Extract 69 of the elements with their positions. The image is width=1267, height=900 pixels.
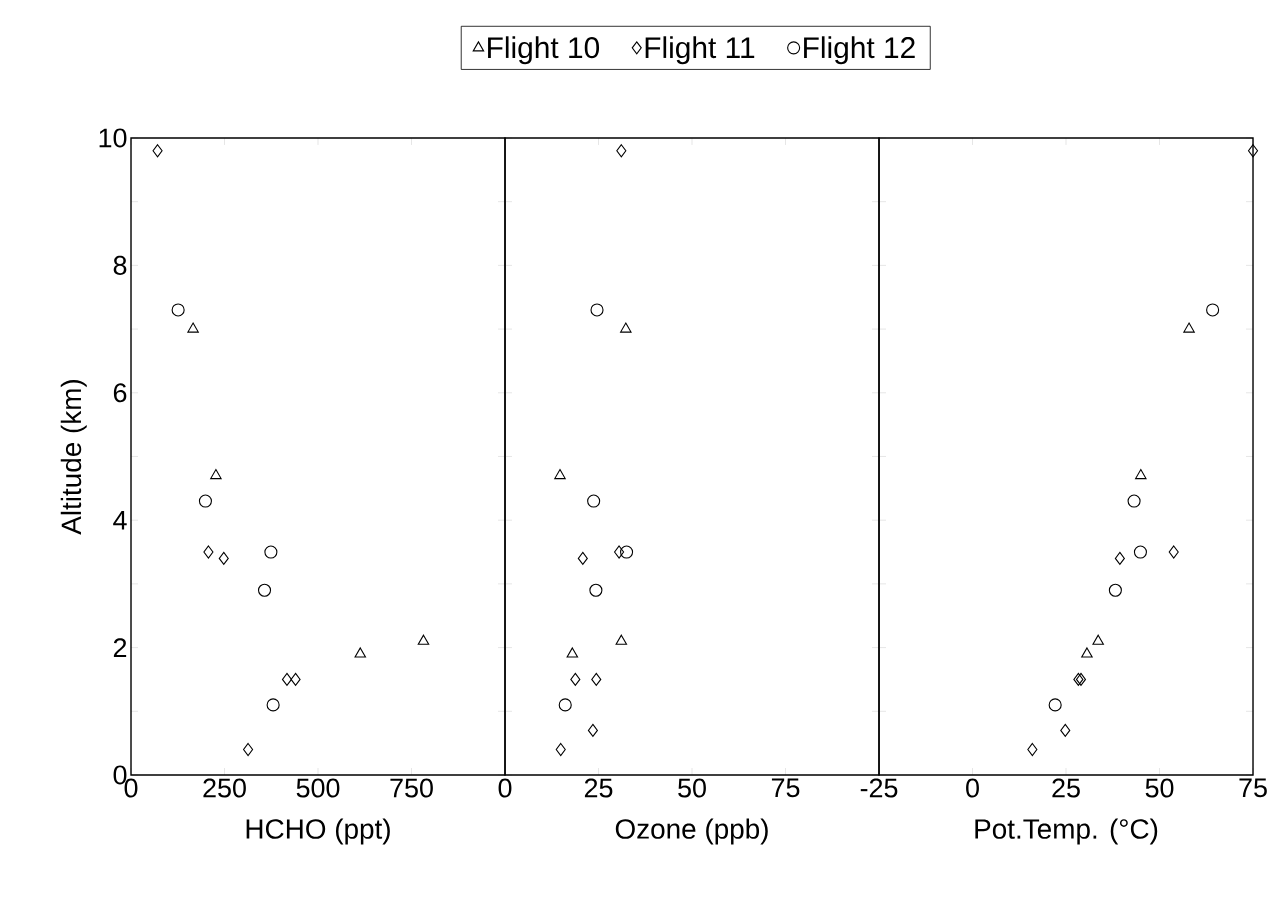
point bbox=[555, 742, 566, 757]
point bbox=[1206, 303, 1220, 317]
point bbox=[1108, 583, 1122, 597]
point bbox=[266, 698, 280, 712]
point bbox=[620, 545, 634, 559]
legend-label: Flight 12 bbox=[804, 36, 915, 65]
point bbox=[1081, 647, 1093, 658]
point bbox=[243, 742, 254, 757]
point bbox=[171, 303, 185, 317]
point bbox=[257, 583, 272, 597]
point bbox=[1092, 634, 1104, 645]
point bbox=[616, 144, 627, 158]
point bbox=[198, 494, 212, 508]
x-axis-title: HCHO (ppt) bbox=[246, 818, 390, 845]
point bbox=[1247, 144, 1259, 158]
point bbox=[1127, 494, 1141, 508]
legend-label: Flight 10 bbox=[488, 36, 600, 65]
x-tick-label: 0 bbox=[966, 778, 979, 798]
point bbox=[615, 634, 628, 645]
x-tick-label: 50 bbox=[678, 778, 706, 798]
point bbox=[1060, 723, 1071, 737]
y-tick-label: 8 bbox=[113, 255, 127, 275]
point bbox=[558, 698, 572, 712]
x-tick-label: 750 bbox=[390, 778, 433, 798]
y-axis-title: Altitude (km) bbox=[60, 379, 87, 535]
y-tick-label: 4 bbox=[113, 510, 127, 530]
point bbox=[152, 144, 163, 158]
point bbox=[587, 494, 601, 508]
point bbox=[1183, 322, 1195, 333]
point bbox=[591, 672, 602, 686]
point bbox=[417, 634, 430, 645]
point bbox=[218, 551, 229, 565]
point bbox=[577, 551, 588, 565]
point bbox=[354, 647, 367, 658]
point bbox=[290, 672, 301, 686]
x-tick-label: 75 bbox=[1239, 778, 1267, 798]
x-axis-title: Pot.Temp. (°C) bbox=[975, 818, 1158, 845]
x-tick-label: 75 bbox=[771, 778, 800, 798]
point bbox=[281, 672, 293, 686]
point bbox=[187, 322, 199, 333]
point bbox=[1133, 545, 1147, 559]
point bbox=[570, 672, 581, 686]
x-tick-label: 25 bbox=[1052, 778, 1080, 798]
legend-label: Flight 11 bbox=[645, 36, 755, 65]
point bbox=[620, 322, 632, 333]
x-tick-label: 500 bbox=[296, 778, 340, 798]
point bbox=[264, 545, 278, 559]
point bbox=[1114, 551, 1125, 565]
x-tick-label: 250 bbox=[203, 778, 246, 798]
point bbox=[554, 469, 566, 480]
point bbox=[589, 583, 603, 597]
x-tick-label: 50 bbox=[1145, 778, 1174, 798]
point bbox=[1048, 698, 1062, 712]
y-tick-label: 6 bbox=[113, 383, 127, 403]
point bbox=[210, 469, 222, 480]
point bbox=[614, 545, 625, 559]
x-tick-label: -25 bbox=[860, 778, 898, 798]
point bbox=[587, 723, 598, 737]
x-tick-label: 0 bbox=[498, 778, 512, 798]
point bbox=[566, 647, 579, 658]
y-tick-label: 10 bbox=[99, 128, 127, 148]
point bbox=[1027, 742, 1038, 757]
point bbox=[1168, 545, 1179, 559]
y-tick-label: 2 bbox=[113, 638, 127, 657]
point bbox=[1135, 469, 1147, 480]
point bbox=[203, 545, 214, 559]
x-axis-title: Ozone (ppb) bbox=[615, 818, 768, 845]
point bbox=[590, 303, 604, 317]
x-tick-label: 25 bbox=[584, 778, 613, 798]
